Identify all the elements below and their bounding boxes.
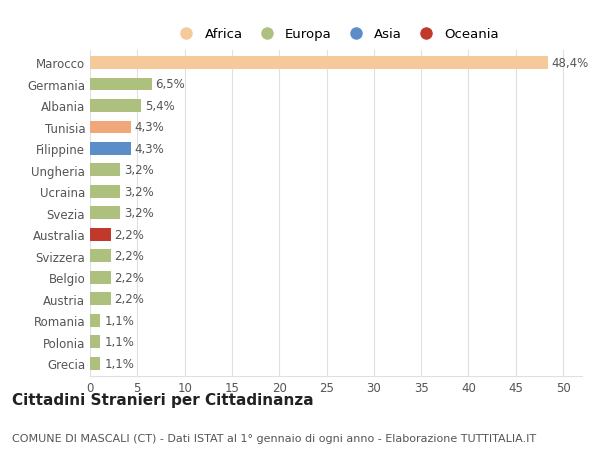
Text: 3,2%: 3,2%: [124, 164, 154, 177]
Bar: [90, 357, 100, 370]
Text: 3,2%: 3,2%: [124, 185, 154, 198]
Bar: [90, 314, 100, 327]
Text: 1,1%: 1,1%: [104, 336, 134, 348]
Text: 4,3%: 4,3%: [134, 143, 164, 156]
Text: 1,1%: 1,1%: [104, 314, 134, 327]
Bar: [90, 271, 111, 284]
Bar: [90, 121, 131, 134]
Bar: [90, 57, 548, 70]
Text: COMUNE DI MASCALI (CT) - Dati ISTAT al 1° gennaio di ogni anno - Elaborazione TU: COMUNE DI MASCALI (CT) - Dati ISTAT al 1…: [12, 433, 536, 442]
Text: 5,4%: 5,4%: [145, 100, 175, 113]
Bar: [90, 250, 111, 263]
Bar: [90, 207, 120, 220]
Bar: [90, 229, 111, 241]
Bar: [90, 164, 120, 177]
Text: 2,2%: 2,2%: [115, 293, 145, 306]
Text: 2,2%: 2,2%: [115, 271, 145, 284]
Legend: Africa, Europa, Asia, Oceania: Africa, Europa, Asia, Oceania: [169, 24, 503, 45]
Text: 4,3%: 4,3%: [134, 121, 164, 134]
Text: 1,1%: 1,1%: [104, 357, 134, 370]
Bar: [90, 100, 141, 112]
Bar: [90, 143, 131, 156]
Text: 2,2%: 2,2%: [115, 229, 145, 241]
Bar: [90, 293, 111, 306]
Bar: [90, 336, 100, 348]
Bar: [90, 78, 151, 91]
Text: Cittadini Stranieri per Cittadinanza: Cittadini Stranieri per Cittadinanza: [12, 392, 314, 407]
Bar: [90, 185, 120, 198]
Text: 2,2%: 2,2%: [115, 250, 145, 263]
Text: 6,5%: 6,5%: [155, 78, 185, 91]
Text: 3,2%: 3,2%: [124, 207, 154, 220]
Text: 48,4%: 48,4%: [552, 57, 589, 70]
